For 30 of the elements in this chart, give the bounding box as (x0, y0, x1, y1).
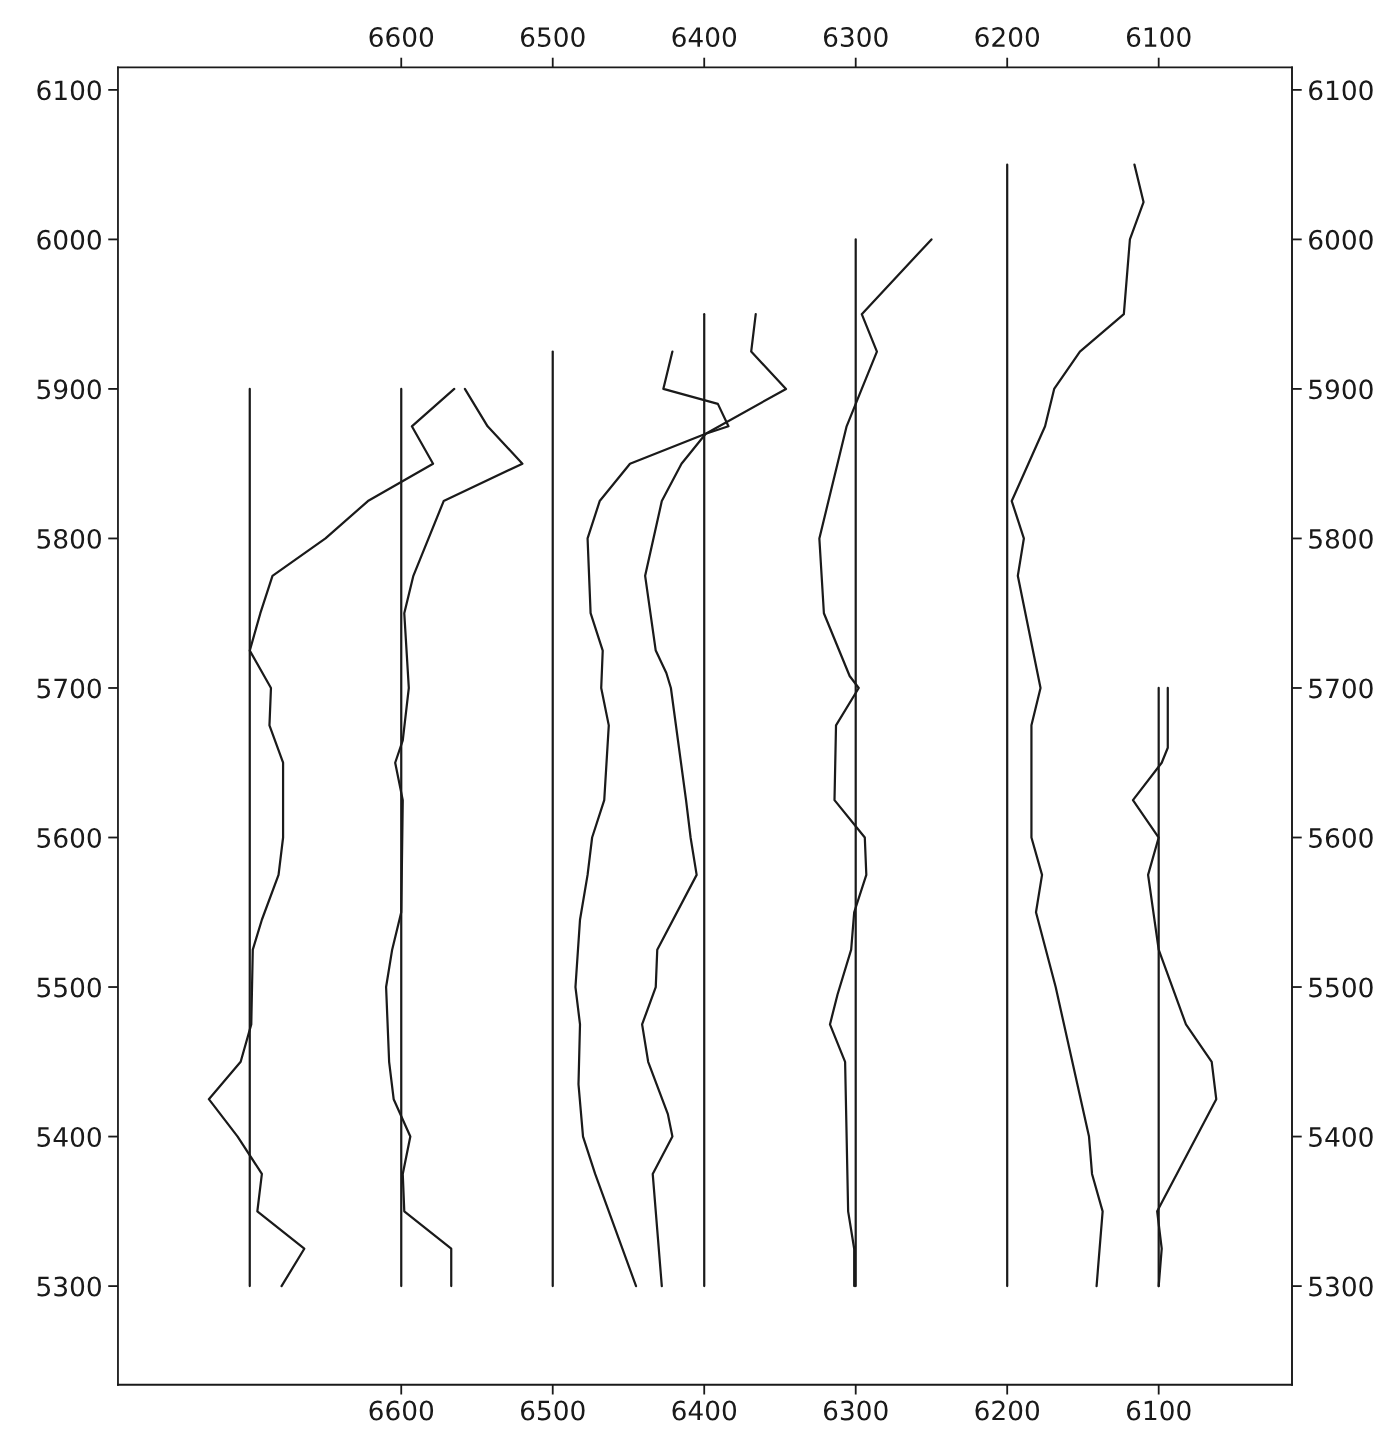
x2-tick-label: 6600 (369, 27, 434, 48)
y-tick-label: 6000 (37, 229, 101, 250)
x-tick-label: 6200 (975, 1400, 1040, 1421)
y2-tick-label: 5500 (1309, 977, 1373, 998)
x2-tick-label: 6100 (1126, 27, 1191, 48)
y-tick-label: 6100 (37, 80, 101, 101)
y-tick-label: 5700 (37, 678, 101, 699)
y-tick-label: 5400 (37, 1127, 101, 1147)
x-tick-label: 6400 (672, 1400, 737, 1421)
y2-tick-label: 5800 (1309, 528, 1373, 549)
x-tick-label: 6300 (823, 1400, 888, 1421)
y2-tick-label: 5600 (1309, 827, 1373, 848)
y-tick-label: 5300 (37, 1276, 101, 1297)
x2-tick-label: 6200 (975, 27, 1040, 48)
x-tick-label: 6100 (1126, 1400, 1191, 1421)
y2-tick-label: 5700 (1309, 678, 1373, 699)
y2-tick-label: 5300 (1309, 1276, 1373, 1297)
y2-tick-label: 6000 (1309, 229, 1373, 250)
y-tick-label: 5600 (37, 827, 101, 848)
x2-tick-label: 6400 (672, 27, 737, 48)
y-tick-label: 5800 (37, 528, 101, 549)
y-tick-label: 5500 (37, 977, 101, 998)
x-tick-label: 6500 (521, 1400, 585, 1421)
y2-tick-label: 6100 (1309, 80, 1373, 101)
x-tick-label: 6600 (369, 1400, 434, 1421)
x2-tick-label: 6500 (521, 27, 585, 48)
y2-tick-label: 5400 (1309, 1127, 1373, 1147)
y-tick-label: 5900 (37, 379, 101, 400)
y2-tick-label: 5900 (1309, 379, 1373, 400)
x2-tick-label: 6300 (823, 27, 888, 48)
